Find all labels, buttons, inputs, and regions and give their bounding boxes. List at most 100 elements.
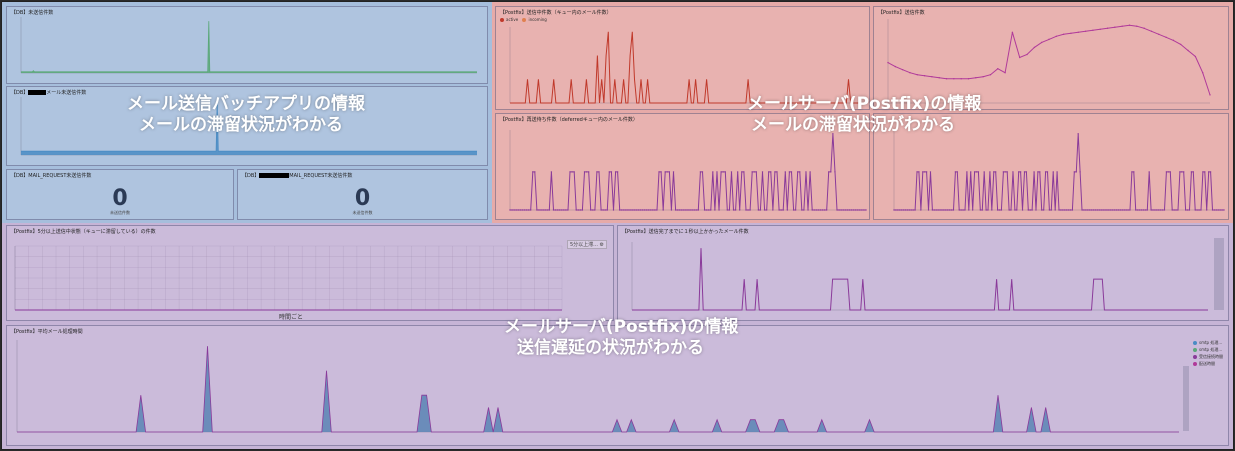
data-point — [542, 209, 544, 211]
data-point — [916, 171, 918, 173]
data-point — [689, 209, 691, 211]
data-point — [618, 209, 621, 211]
scrollbar[interactable] — [1183, 366, 1189, 431]
data-point — [517, 209, 519, 211]
legend-item[interactable]: 受信接続時間 — [1193, 353, 1223, 360]
data-point — [931, 209, 934, 211]
data-point — [1121, 209, 1124, 211]
redacted-mark — [259, 173, 290, 178]
legend-item[interactable]: smtp 処理... — [1193, 346, 1223, 353]
data-point — [929, 171, 932, 173]
data-point — [923, 171, 926, 173]
data-point — [1037, 171, 1039, 173]
overlay-postfix-line1: メールサーバ(Postfix)の情報 — [747, 94, 982, 114]
data-point — [641, 209, 644, 211]
legend-active[interactable]: active — [506, 17, 519, 22]
legend-incoming[interactable]: incoming — [528, 17, 547, 22]
data-point — [556, 209, 559, 211]
panel-db-mail-request: 【DB】MAIL_REQUEST未送信件数 0 未送信件数 — [6, 169, 234, 220]
data-point — [625, 209, 627, 211]
legend: active incoming — [500, 17, 547, 22]
chart-postfix-slow — [631, 242, 1208, 311]
data-point — [842, 209, 844, 211]
data-point — [1041, 209, 1043, 211]
data-point — [1088, 209, 1091, 211]
data-point — [910, 209, 912, 211]
data-point — [975, 171, 978, 173]
data-point — [815, 209, 818, 211]
data-point — [602, 209, 604, 211]
title-suffix: メール未送信件数 — [46, 90, 87, 96]
scrollbar[interactable] — [1214, 238, 1224, 310]
data-point — [801, 209, 803, 211]
data-point — [755, 171, 758, 173]
panel-title: 【Postfix】平均メール処理時間 — [11, 329, 83, 335]
data-point — [1033, 171, 1035, 173]
data-point — [1073, 171, 1076, 173]
data-point — [1014, 209, 1016, 211]
legend-toggle-button[interactable]: 5分以上滞... ⚙ — [567, 240, 608, 249]
data-point — [1048, 38, 1050, 41]
data-point — [1026, 53, 1028, 56]
postfix-queue-zone: 【Postfix】送信中件数（キュー内のメール件数） active incomi… — [492, 2, 1233, 223]
data-point — [726, 209, 729, 211]
data-point — [1031, 209, 1033, 211]
data-point — [894, 65, 897, 68]
data-point — [1008, 209, 1010, 211]
data-point — [666, 171, 669, 173]
data-point — [1102, 209, 1104, 211]
data-point — [780, 209, 782, 211]
data-point — [639, 209, 642, 211]
data-point — [901, 68, 904, 71]
data-point — [846, 209, 849, 211]
data-point — [695, 209, 697, 211]
data-point — [964, 209, 966, 211]
data-point — [521, 209, 524, 211]
data-point — [1067, 209, 1070, 211]
data-point — [782, 209, 784, 211]
data-point — [943, 209, 945, 211]
data-point — [1183, 171, 1185, 173]
data-point — [724, 171, 726, 173]
data-point — [660, 171, 662, 173]
data-point — [1106, 27, 1109, 29]
data-point — [575, 209, 577, 211]
data-point — [865, 209, 867, 211]
metric-value: 0 — [112, 186, 128, 211]
data-point — [716, 171, 718, 173]
overlay-delay-line2: 送信遅延の状況がわかる — [517, 338, 704, 358]
data-point — [774, 171, 776, 173]
panel-postfix-sending: 【Postfix】送信中件数（キュー内のメール件数） active incomi… — [495, 6, 870, 110]
data-point — [933, 209, 935, 211]
data-point — [914, 209, 916, 211]
data-point — [1161, 209, 1164, 211]
data-point — [1204, 171, 1206, 173]
data-point — [623, 209, 625, 211]
data-point — [1090, 209, 1093, 211]
data-point — [1221, 209, 1223, 211]
data-point — [807, 209, 809, 211]
data-point — [637, 209, 640, 211]
data-point — [1060, 209, 1062, 211]
data-point — [850, 209, 853, 211]
data-point — [970, 171, 972, 173]
data-point — [977, 171, 980, 173]
data-point — [1148, 171, 1150, 173]
data-point — [1092, 29, 1094, 31]
panel-postfix-stuck: 【Postfix】5分以上送信中状態（キューに滞留している）の件数 5分以上滞.… — [6, 225, 614, 321]
data-point — [1163, 209, 1166, 211]
data-point — [1172, 39, 1175, 42]
data-point — [772, 209, 774, 211]
data-point — [527, 209, 530, 211]
data-point — [743, 171, 745, 173]
legend-item[interactable]: smtp 処理... — [1193, 339, 1223, 346]
panel-postfix-avg: 【Postfix】平均メール処理時間 smtp 処理... smtp 処理...… — [6, 325, 1229, 446]
legend-item[interactable]: 配送時間 — [1193, 360, 1223, 367]
data-point — [918, 171, 920, 173]
data-point — [1011, 31, 1014, 33]
data-point — [971, 209, 974, 211]
data-point — [763, 209, 766, 211]
data-point — [647, 209, 650, 211]
chart-postfix-stuck — [14, 245, 563, 311]
data-point — [983, 171, 985, 173]
